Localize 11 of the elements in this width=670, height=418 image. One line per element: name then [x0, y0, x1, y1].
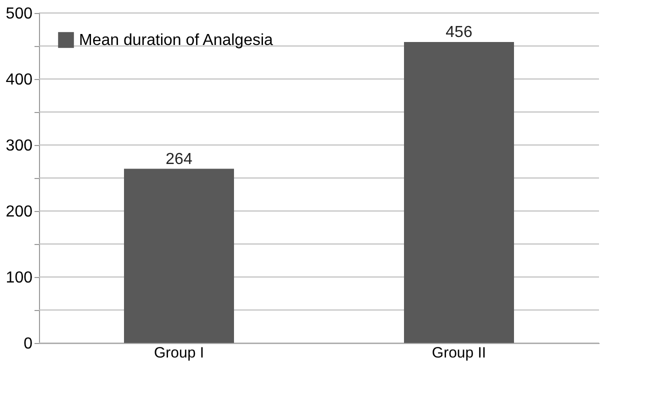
y-tick-label: 100	[6, 270, 33, 286]
y-tick-label: 200	[6, 204, 33, 220]
data-label: 456	[446, 24, 472, 42]
y-tick-label: 400	[6, 72, 33, 88]
x-tick-label: Group II	[432, 344, 486, 362]
legend-label: Mean duration of Analgesia	[79, 32, 274, 49]
data-label: 264	[166, 150, 192, 168]
y-tick-label: 0	[24, 336, 33, 352]
x-tick-label: Group I	[154, 344, 204, 362]
y-tick-label: 300	[6, 138, 33, 154]
y-tick-label: 500	[6, 6, 33, 22]
